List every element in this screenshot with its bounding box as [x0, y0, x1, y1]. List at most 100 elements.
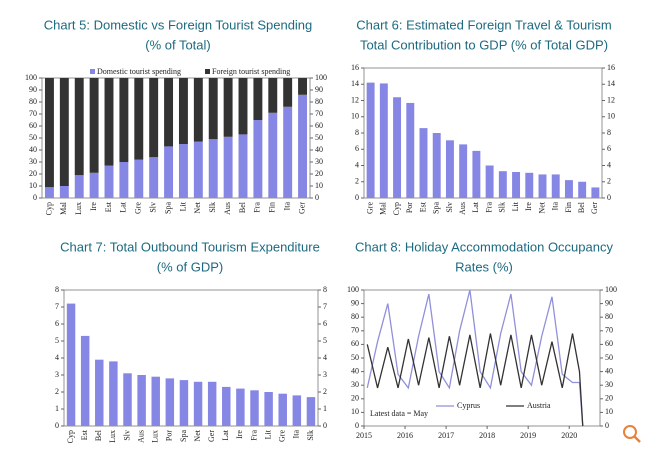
- x-tick-label: Bel: [238, 201, 247, 213]
- bar-segment: [283, 106, 293, 198]
- y-tick-label: 30: [29, 157, 37, 166]
- bar: [193, 381, 203, 426]
- bar-segment: [298, 78, 308, 95]
- y-tick-label: 40: [351, 366, 359, 375]
- x-tick-label: 2020: [561, 431, 577, 440]
- y2-tick-label: 0: [605, 421, 609, 430]
- y2-tick-label: 60: [315, 121, 323, 130]
- x-tick-label: Net: [537, 201, 546, 213]
- x-tick-label: Bel: [577, 201, 586, 213]
- x-tick-label: Est: [418, 201, 427, 212]
- bar-segment: [223, 78, 233, 137]
- bar: [165, 378, 175, 426]
- y-tick-label: 2: [55, 387, 59, 396]
- y-tick-label: 70: [29, 109, 37, 118]
- x-tick-label: Ger: [297, 202, 306, 214]
- y-tick-label: 0: [33, 193, 37, 202]
- zoom-icon[interactable]: [623, 425, 641, 443]
- y-tick-label: 20: [29, 169, 37, 178]
- x-tick-label: Spa: [179, 430, 188, 442]
- x-tick-label: Lit: [178, 201, 187, 211]
- x-tick-label: Est: [80, 429, 89, 440]
- bar: [264, 392, 273, 426]
- y-tick-label: 12: [351, 95, 359, 104]
- x-tick-label: Por: [165, 430, 174, 441]
- y2-tick-label: 1: [323, 404, 327, 413]
- x-tick-label: Lat: [221, 429, 230, 440]
- y-tick-label: 5: [55, 336, 59, 345]
- bar-segment: [149, 78, 159, 158]
- bar-segment: [44, 78, 54, 188]
- x-tick-label: 2016: [397, 431, 413, 440]
- y-tick-label: 14: [351, 79, 359, 88]
- x-tick-label: Lit: [511, 201, 520, 211]
- legend-swatch: [90, 69, 95, 74]
- y2-tick-label: 8: [323, 285, 327, 294]
- y2-tick-label: 60: [605, 339, 613, 348]
- y2-tick-label: 30: [315, 157, 323, 166]
- y2-tick-label: 8: [607, 128, 611, 137]
- bar: [564, 180, 573, 198]
- bar-segment: [104, 78, 114, 166]
- x-tick-label: Lat: [471, 201, 480, 212]
- bar: [406, 102, 415, 198]
- x-tick-label: Est: [104, 201, 113, 212]
- y2-tick-label: 10: [315, 181, 323, 190]
- x-tick-label: Ire: [89, 202, 98, 211]
- x-tick-label: Spa: [432, 202, 441, 214]
- y-tick-label: 50: [29, 133, 37, 142]
- x-tick-label: Slk: [306, 430, 315, 441]
- bar-segment: [89, 172, 99, 198]
- y2-tick-label: 100: [315, 73, 327, 82]
- chart: Chart 5: Domestic vs Foreign Tourist Spe…: [25, 17, 327, 215]
- y2-tick-label: 2: [607, 177, 611, 186]
- bar: [151, 376, 160, 426]
- bar-segment: [238, 134, 248, 198]
- y2-tick-label: 80: [605, 312, 613, 321]
- y2-tick-label: 80: [315, 97, 323, 106]
- chart-subtitle: Rates (%): [455, 259, 513, 274]
- y2-tick-label: 90: [315, 85, 323, 94]
- bar: [432, 133, 441, 198]
- x-tick-label: Lit: [263, 429, 272, 439]
- y2-tick-label: 0: [315, 193, 319, 202]
- y2-tick-label: 70: [315, 109, 323, 118]
- y2-tick-label: 7: [323, 302, 327, 311]
- y-tick-label: 30: [351, 380, 359, 389]
- bar: [95, 359, 104, 426]
- y-tick-label: 60: [29, 121, 37, 130]
- bar-segment: [238, 78, 248, 135]
- y-tick-label: 60: [351, 339, 359, 348]
- bar-segment: [208, 78, 218, 140]
- bar: [66, 303, 76, 426]
- bar: [80, 335, 90, 426]
- bar-segment: [74, 78, 84, 176]
- x-tick-label: Aus: [136, 430, 145, 443]
- x-tick-label: Ita: [282, 202, 291, 211]
- bar: [379, 83, 388, 198]
- bar: [498, 171, 507, 198]
- x-tick-label: Slk: [208, 202, 217, 213]
- bar: [445, 140, 454, 198]
- bar-segment: [223, 136, 233, 198]
- y-tick-label: 0: [355, 193, 359, 202]
- y2-tick-label: 6: [607, 144, 611, 153]
- x-tick-label: Ire: [235, 430, 244, 439]
- x-tick-label: Mal: [379, 201, 388, 215]
- bar-segment: [89, 78, 99, 173]
- y-tick-label: 40: [29, 145, 37, 154]
- x-tick-label: Net: [193, 429, 202, 441]
- bar-segment: [119, 78, 129, 162]
- x-tick-label: Cyp: [392, 202, 401, 215]
- bar: [109, 361, 118, 426]
- bar: [525, 172, 534, 198]
- y-tick-label: 90: [29, 85, 37, 94]
- bar-segment: [283, 78, 293, 107]
- x-tick-label: Slv: [148, 202, 157, 213]
- bar-segment: [178, 78, 188, 144]
- y-tick-label: 50: [351, 353, 359, 362]
- y2-tick-label: 16: [607, 63, 615, 72]
- y-tick-label: 0: [55, 421, 59, 430]
- x-tick-label: Aus: [458, 202, 467, 215]
